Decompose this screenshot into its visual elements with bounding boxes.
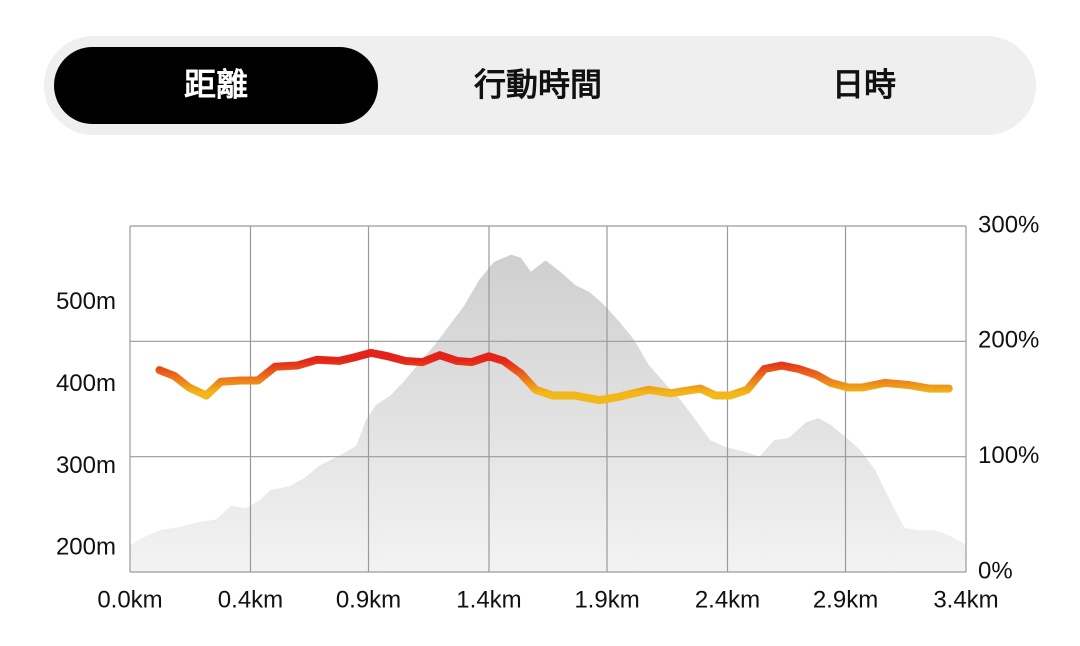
y-tick-label: 300m — [56, 452, 116, 479]
y2-tick-label: 300% — [978, 211, 1039, 238]
x-tick-label: 0.4km — [218, 586, 283, 613]
tab-active-bg[interactable] — [54, 47, 378, 124]
tab[interactable]: 行動時間 — [474, 66, 602, 102]
y2-tick-label: 0% — [978, 557, 1013, 584]
x-tick-label: 0.0km — [97, 586, 162, 613]
y-tick-label: 500m — [56, 288, 116, 315]
y2-tick-label: 100% — [978, 442, 1039, 469]
x-tick-label: 1.9km — [574, 586, 639, 613]
y-tick-label: 200m — [56, 534, 116, 561]
y2-tick-label: 200% — [978, 327, 1039, 354]
grade-line — [155, 348, 953, 405]
x-tick-label: 3.4km — [933, 586, 998, 613]
y-tick-label: 400m — [56, 370, 116, 397]
elevation-area — [130, 254, 966, 572]
tab[interactable]: 距離 — [184, 66, 248, 102]
x-tick-label: 0.9km — [336, 586, 401, 613]
tab[interactable]: 日時 — [832, 66, 896, 102]
x-tick-label: 2.9km — [813, 586, 878, 613]
x-tick-label: 1.4km — [456, 586, 521, 613]
x-tick-label: 2.4km — [695, 586, 760, 613]
